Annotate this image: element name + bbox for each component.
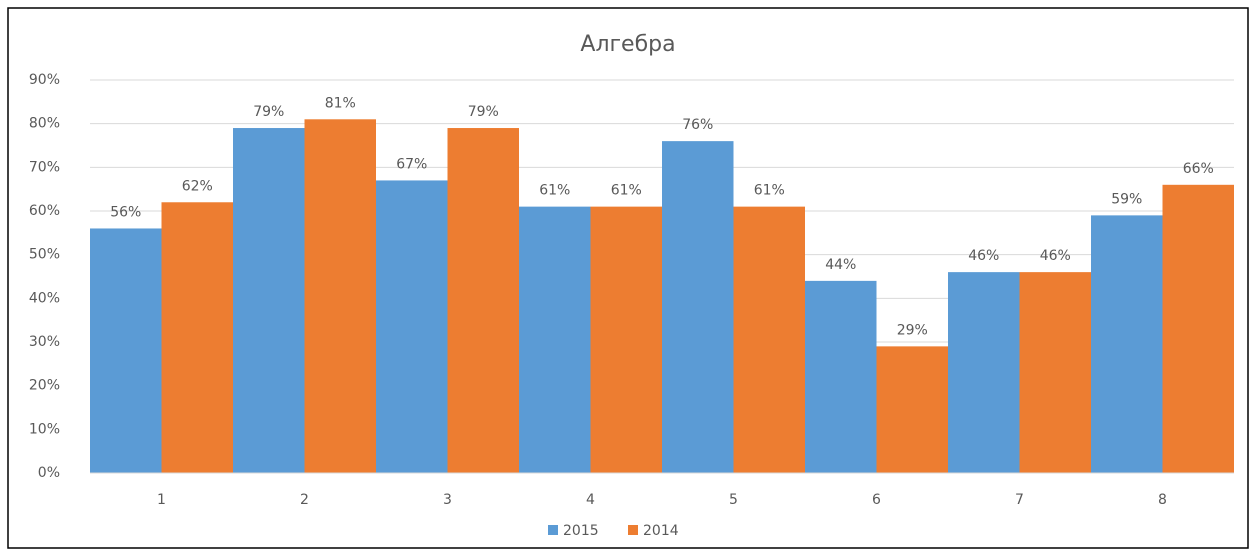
- bar: [1091, 215, 1163, 473]
- data-label: 61%: [754, 183, 785, 199]
- bar: [376, 180, 448, 473]
- bar: [733, 206, 805, 473]
- data-label: 46%: [1040, 248, 1071, 264]
- data-label: 46%: [968, 248, 999, 264]
- x-tick-label: 6: [872, 492, 881, 508]
- y-tick-label: 80%: [29, 116, 60, 132]
- chart-title: Алгебра: [580, 32, 675, 57]
- legend-swatch: [548, 525, 558, 535]
- bar: [304, 119, 376, 474]
- x-tick-label: 2: [300, 492, 309, 508]
- bar: [948, 272, 1020, 473]
- x-tick-label: 5: [729, 492, 738, 508]
- bar: [805, 280, 877, 473]
- data-label: 61%: [611, 183, 642, 199]
- bar: [876, 346, 948, 473]
- legend-swatch: [628, 525, 638, 535]
- y-tick-label: 0%: [38, 465, 60, 481]
- bar: [233, 128, 305, 474]
- y-tick-label: 40%: [29, 290, 60, 306]
- x-tick-label: 8: [1158, 492, 1167, 508]
- y-tick-label: 30%: [29, 334, 60, 350]
- y-tick-label: 90%: [29, 72, 60, 88]
- legend-label: 2015: [563, 523, 599, 539]
- bar: [1162, 184, 1234, 474]
- y-tick-label: 50%: [29, 247, 60, 263]
- data-label: 67%: [396, 156, 427, 172]
- x-tick-label: 7: [1015, 492, 1024, 508]
- bar: [1019, 272, 1091, 473]
- data-label: 61%: [539, 183, 570, 199]
- data-label: 59%: [1111, 191, 1142, 207]
- y-tick-label: 60%: [29, 203, 60, 219]
- y-tick-label: 10%: [29, 421, 60, 437]
- data-label: 76%: [682, 117, 713, 133]
- x-tick-label: 4: [586, 492, 595, 508]
- data-label: 79%: [253, 104, 284, 120]
- bar: [90, 228, 162, 473]
- bar: [447, 128, 519, 474]
- data-label: 29%: [897, 322, 928, 338]
- data-label: 79%: [468, 104, 499, 120]
- bar: [161, 202, 233, 473]
- y-tick-label: 20%: [29, 378, 60, 394]
- data-label: 56%: [110, 204, 141, 220]
- data-label: 44%: [825, 257, 856, 273]
- x-tick-label: 1: [157, 492, 166, 508]
- bar: [590, 206, 662, 473]
- bar: [519, 206, 591, 473]
- x-tick-label: 3: [443, 492, 452, 508]
- y-tick-label: 70%: [29, 159, 60, 175]
- bar: [662, 141, 734, 473]
- data-label: 66%: [1183, 161, 1214, 177]
- data-label: 62%: [182, 178, 213, 194]
- data-label: 81%: [325, 95, 356, 111]
- legend-label: 2014: [643, 523, 679, 539]
